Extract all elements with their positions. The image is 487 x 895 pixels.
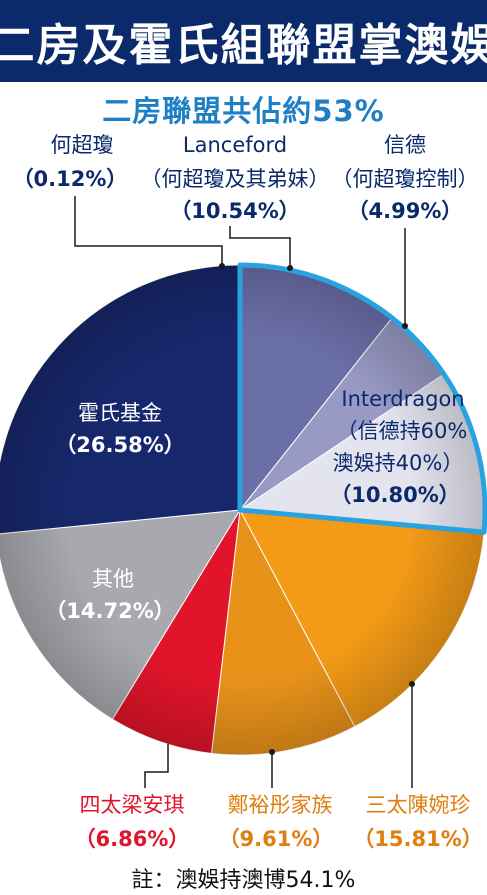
footnote: 註：澳娛持澳博54.1% [131, 868, 356, 893]
leader-dot-chengfamily [269, 749, 275, 755]
value-chanyuenchun: （15.81%） [353, 827, 482, 851]
title-bar: 二房及霍氏組聯盟掌澳娛 [0, 0, 487, 82]
label-others: 其他 [92, 567, 134, 591]
value-leonguongkei: （6.86%） [75, 827, 190, 851]
pie-slice-9 [0, 264, 241, 535]
value-shuntak: （4.99%） [348, 199, 463, 223]
sublabel2-interdragon: 澳娛持40%） [333, 451, 464, 475]
leader-dot-shuntak [402, 323, 408, 329]
value-lanceford: （10.54%） [170, 199, 299, 223]
chart-subtitle: 二房聯盟共佔約53% [102, 94, 385, 128]
value-interdragon: （10.80%） [330, 483, 459, 507]
leader-dot-hochiuking [219, 263, 225, 269]
leader-hochiuking [74, 196, 223, 266]
leader-dot-lanceford [287, 265, 293, 271]
headline: 二房及霍氏組聯盟掌澳娛 [0, 20, 487, 71]
sublabel-interdragon: （信德持60% [337, 419, 468, 443]
value-others: （14.72%） [45, 599, 174, 623]
sublabel-shuntak: （何超瓊控制） [332, 167, 479, 191]
label-fokfoundation: 霍氏基金 [78, 401, 162, 425]
leader-dot-chanyuenchun [409, 681, 415, 687]
leader-lanceford [229, 226, 291, 268]
label-lanceford: Lanceford [183, 133, 287, 157]
label-leonguongkei: 四太梁安琪 [80, 793, 185, 817]
label-chanyuenchun: 三太陳婉珍 [366, 793, 471, 817]
value-hochiuking: （0.12%） [13, 167, 128, 191]
label-shuntak: 信德 [384, 133, 426, 157]
leader-leonguongkei [144, 744, 169, 788]
value-chengfamily: （9.61%） [219, 827, 334, 851]
value-fokfoundation: （26.58%） [55, 433, 184, 457]
label-hochiuking: 何超瓊 [51, 133, 114, 157]
label-interdragon: Interdragon [341, 387, 464, 411]
label-chengfamily: 鄭裕彤家族 [228, 793, 333, 817]
sublabel-lanceford: （何超瓊及其弟妹） [141, 167, 330, 191]
